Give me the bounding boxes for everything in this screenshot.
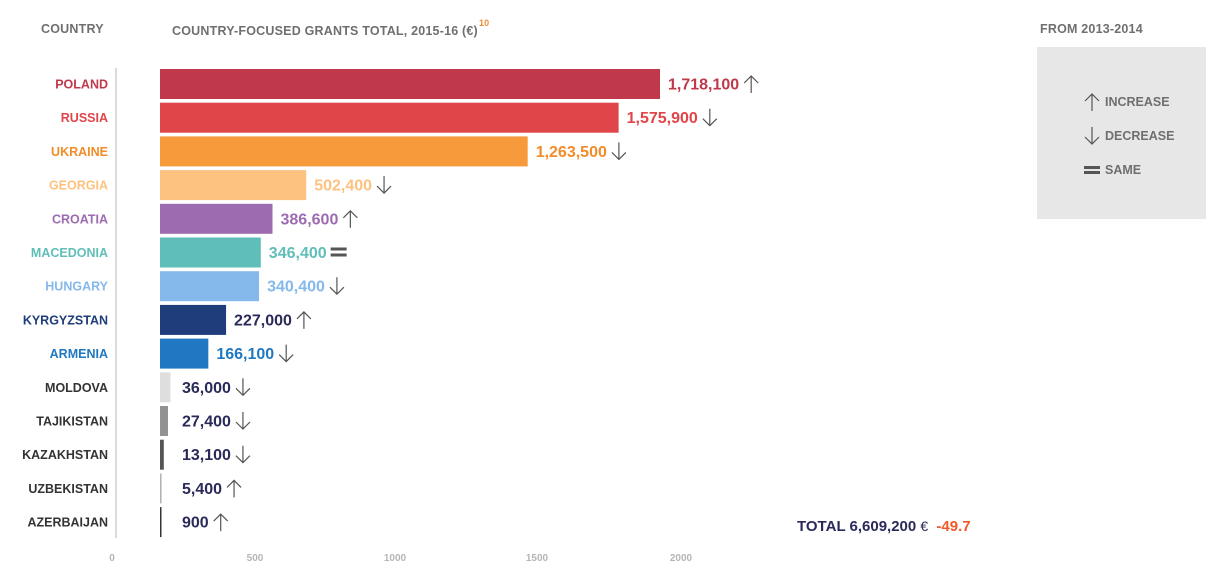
country-column-header: COUNTRY (41, 22, 104, 36)
category-label: MOLDOVA (45, 381, 108, 395)
category-label: KAZAKHSTAN (22, 448, 108, 462)
bar (160, 102, 619, 133)
bar (160, 69, 660, 99)
value-label: 386,600 (281, 211, 339, 228)
value-label: 1,575,900 (627, 110, 698, 127)
change-column-header: FROM 2013-2014 (1040, 22, 1143, 36)
category-label: RUSSIA (61, 111, 108, 125)
total-summary: TOTAL 6,609,200 € -49.7 (797, 518, 971, 535)
total-currency: € (920, 518, 929, 534)
bar (160, 237, 261, 268)
legend-decrease: DECREASE (1083, 125, 1174, 147)
bar (160, 439, 164, 470)
x-tick-label: 2000 (670, 553, 693, 564)
bar (160, 473, 162, 504)
total-label: TOTAL (797, 518, 846, 535)
arrow-up-icon (213, 513, 229, 532)
arrow-up-icon (342, 209, 358, 228)
category-label: AZERBAIJAN (27, 516, 108, 530)
value-label: 900 (182, 515, 209, 532)
arrow-down-icon (1084, 127, 1100, 145)
arrow-up-icon (1084, 93, 1100, 111)
category-label: HUNGARY (45, 280, 108, 294)
category-label: GEORGIA (49, 179, 108, 193)
category-label: CROATIA (52, 212, 108, 226)
x-tick-label: 1000 (384, 553, 407, 564)
bar (160, 136, 528, 167)
arrow-down-icon (235, 378, 251, 397)
category-label: UKRAINE (51, 145, 108, 159)
value-label: 166,100 (216, 346, 274, 363)
value-label: 340,400 (267, 279, 325, 296)
bar (160, 203, 273, 234)
bar (160, 507, 162, 538)
grants-header-text: COUNTRY-FOCUSED GRANTS TOTAL, 2015-16 (€… (172, 24, 478, 39)
bar (160, 406, 168, 436)
arrow-down-icon (611, 142, 627, 161)
bar (160, 170, 307, 201)
arrow-up-icon (226, 479, 242, 498)
bar (160, 271, 260, 302)
value-label: 27,400 (182, 414, 231, 431)
category-label: MACEDONIA (31, 246, 108, 260)
total-change: -49.7 (936, 518, 971, 535)
arrow-up-icon (296, 311, 312, 329)
value-label: 1,263,500 (536, 144, 607, 161)
legend-box: INCREASE DECREASE SAME (1037, 47, 1206, 219)
footnote-marker: 10 (478, 18, 490, 28)
arrow-down-icon (278, 344, 294, 363)
bar (160, 304, 227, 335)
arrow-down-icon (235, 412, 251, 430)
equals-icon (330, 247, 347, 257)
x-tick-label: 0 (109, 553, 115, 564)
total-value: 6,609,200 (849, 518, 917, 535)
grants-column-header: COUNTRY-FOCUSED GRANTS TOTAL, 2015-16 (€… (172, 18, 489, 39)
x-tick-label: 500 (247, 553, 264, 564)
value-label: 227,000 (234, 312, 292, 329)
value-label: 502,400 (314, 178, 372, 195)
value-label: 5,400 (182, 481, 222, 498)
category-label: ARMENIA (50, 347, 108, 361)
legend-same: SAME (1083, 159, 1141, 181)
bar (160, 338, 209, 369)
legend-increase: INCREASE (1083, 91, 1170, 113)
category-label: TAJIKISTAN (36, 415, 108, 429)
value-label: 346,400 (269, 245, 327, 262)
equals-icon (1084, 166, 1100, 174)
value-label: 1,718,100 (668, 77, 739, 94)
category-label: UZBEKISTAN (28, 482, 108, 496)
category-label: POLAND (55, 78, 108, 92)
legend-same-label: SAME (1105, 163, 1142, 177)
legend-increase-label: INCREASE (1105, 95, 1170, 109)
legend-decrease-label: DECREASE (1105, 129, 1175, 143)
category-label: KYRGYZSTAN (23, 313, 108, 327)
arrow-down-icon (702, 108, 718, 127)
arrow-down-icon (235, 445, 251, 464)
value-label: 36,000 (182, 380, 231, 397)
bar (160, 372, 171, 403)
arrow-down-icon (329, 277, 345, 296)
value-label: 13,100 (182, 447, 231, 464)
arrow-up-icon (743, 75, 759, 93)
arrow-down-icon (376, 176, 392, 194)
x-tick-label: 1500 (526, 553, 549, 564)
